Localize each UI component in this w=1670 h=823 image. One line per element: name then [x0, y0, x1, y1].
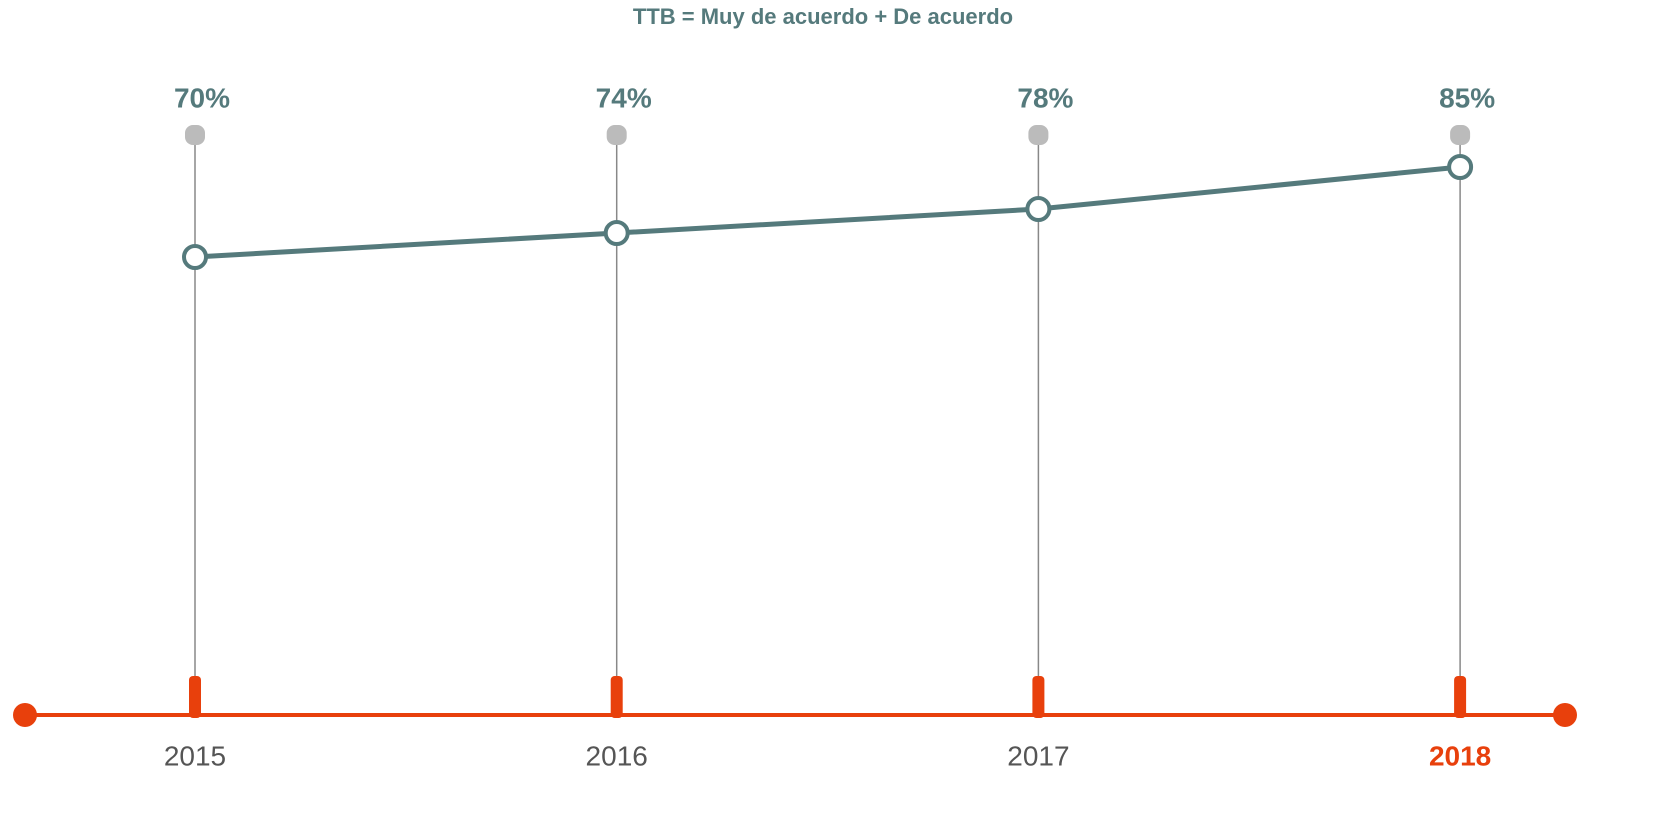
data-label: 78%	[1017, 82, 1073, 113]
x-tick-label: 2018	[1429, 740, 1491, 771]
guide-cap	[1028, 125, 1049, 145]
point	[1447, 154, 1474, 180]
point	[182, 244, 208, 270]
x-tick-label: 2015	[164, 740, 226, 771]
x-tick	[610, 676, 623, 718]
guide-cap	[606, 125, 627, 145]
axis-end	[1553, 703, 1577, 727]
guide-cap	[1450, 125, 1471, 145]
x-tick-label: 2016	[586, 740, 648, 771]
line	[194, 164, 1461, 260]
x-tick	[189, 676, 201, 718]
point	[1025, 196, 1052, 222]
x-tick-label: 2017	[1007, 740, 1069, 771]
data-label: 70%	[174, 82, 230, 113]
chart-title: TTB = Muy de acuerdo + De acuerdo	[633, 4, 1013, 29]
data-label: 74%	[596, 82, 652, 113]
data-label: 85%	[1439, 82, 1495, 113]
guide-cap	[185, 125, 205, 145]
axis-end	[13, 703, 37, 727]
point	[603, 220, 630, 246]
x-tick	[1454, 676, 1467, 718]
x-tick	[1032, 676, 1045, 718]
